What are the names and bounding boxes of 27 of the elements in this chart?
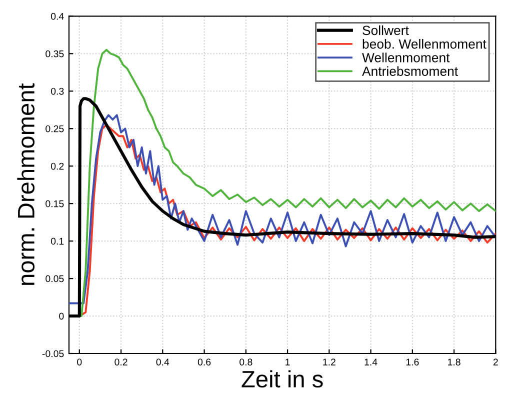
y-tick-label: 0.35 [46,50,64,58]
x-tick-label: 1 [286,358,290,366]
x-tick-label: 1.2 [323,358,336,366]
x-tick-label: 1.8 [448,358,460,366]
y-axis-title: norm. Drehmoment [17,83,35,285]
x-tick-label: 0 [77,358,82,366]
y-tick-label: 0.1 [50,238,64,245]
y-tick-label: 0.3 [50,88,64,95]
x-tick-label: 0.4 [156,358,170,366]
y-tick-label: 0.4 [50,12,64,20]
y-tick-label: 0.2 [50,162,64,170]
x-tick-label: 1.6 [406,358,419,366]
x-axis-title: Zeit in s [242,370,323,388]
y-tick-label: 0 [59,312,64,320]
x-tick-label: 1.4 [364,358,378,366]
legend-label: Sollwert [362,25,409,36]
legend-label: Antriebsmoment [362,66,458,76]
y-tick-label: -0.05 [42,350,64,358]
x-tick-label: 2 [493,358,498,366]
y-tick-label: 0.15 [46,200,64,208]
legend-label: beob. Wellenmoment [362,39,486,49]
legend-label: Wellenmoment [362,52,450,62]
x-tick-label: 0.6 [198,358,211,366]
y-tick-label: 0.25 [46,125,64,132]
x-tick-label: 0.2 [114,358,128,366]
y-tick-label: 0.05 [46,275,64,282]
x-tick-label: 0.8 [240,358,252,366]
